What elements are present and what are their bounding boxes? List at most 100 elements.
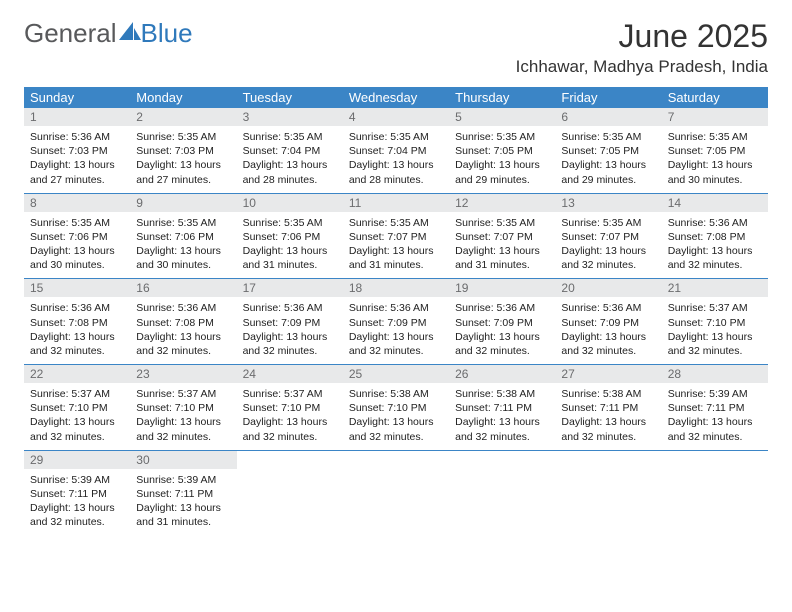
location: Ichhawar, Madhya Pradesh, India xyxy=(516,57,768,77)
day-body: Sunrise: 5:35 AMSunset: 7:04 PMDaylight:… xyxy=(237,126,343,193)
day-number: 12 xyxy=(449,194,555,212)
day-number: 26 xyxy=(449,365,555,383)
day-number: 4 xyxy=(343,108,449,126)
day-body: Sunrise: 5:36 AMSunset: 7:08 PMDaylight:… xyxy=(662,212,768,279)
title-block: June 2025 Ichhawar, Madhya Pradesh, Indi… xyxy=(516,18,768,77)
calendar-table: SundayMondayTuesdayWednesdayThursdayFrid… xyxy=(24,87,768,535)
day-number: 22 xyxy=(24,365,130,383)
day-body: Sunrise: 5:35 AMSunset: 7:06 PMDaylight:… xyxy=(130,212,236,279)
calendar-cell: .. xyxy=(555,450,661,535)
day-number: 19 xyxy=(449,279,555,297)
day-number: 6 xyxy=(555,108,661,126)
calendar-cell: 17Sunrise: 5:36 AMSunset: 7:09 PMDayligh… xyxy=(237,279,343,365)
calendar-cell: 29Sunrise: 5:39 AMSunset: 7:11 PMDayligh… xyxy=(24,450,130,535)
day-number: 23 xyxy=(130,365,236,383)
day-body: Sunrise: 5:39 AMSunset: 7:11 PMDaylight:… xyxy=(24,469,130,536)
calendar-cell: 13Sunrise: 5:35 AMSunset: 7:07 PMDayligh… xyxy=(555,193,661,279)
day-number: 1 xyxy=(24,108,130,126)
day-number: 3 xyxy=(237,108,343,126)
day-body: Sunrise: 5:35 AMSunset: 7:03 PMDaylight:… xyxy=(130,126,236,193)
day-header: Saturday xyxy=(662,87,768,108)
day-header: Friday xyxy=(555,87,661,108)
calendar-cell: 3Sunrise: 5:35 AMSunset: 7:04 PMDaylight… xyxy=(237,108,343,193)
calendar-cell: 24Sunrise: 5:37 AMSunset: 7:10 PMDayligh… xyxy=(237,365,343,451)
calendar-cell: 15Sunrise: 5:36 AMSunset: 7:08 PMDayligh… xyxy=(24,279,130,365)
day-number: 16 xyxy=(130,279,236,297)
day-body: Sunrise: 5:36 AMSunset: 7:08 PMDaylight:… xyxy=(130,297,236,364)
calendar-cell: 8Sunrise: 5:35 AMSunset: 7:06 PMDaylight… xyxy=(24,193,130,279)
day-body: Sunrise: 5:36 AMSunset: 7:09 PMDaylight:… xyxy=(555,297,661,364)
calendar-cell: 30Sunrise: 5:39 AMSunset: 7:11 PMDayligh… xyxy=(130,450,236,535)
day-number: 9 xyxy=(130,194,236,212)
calendar-cell: 14Sunrise: 5:36 AMSunset: 7:08 PMDayligh… xyxy=(662,193,768,279)
day-body: Sunrise: 5:35 AMSunset: 7:06 PMDaylight:… xyxy=(24,212,130,279)
logo-sail-icon xyxy=(119,18,141,49)
calendar-cell: 20Sunrise: 5:36 AMSunset: 7:09 PMDayligh… xyxy=(555,279,661,365)
day-body: Sunrise: 5:37 AMSunset: 7:10 PMDaylight:… xyxy=(130,383,236,450)
day-number: 28 xyxy=(662,365,768,383)
calendar-cell: 25Sunrise: 5:38 AMSunset: 7:10 PMDayligh… xyxy=(343,365,449,451)
day-body: Sunrise: 5:36 AMSunset: 7:09 PMDaylight:… xyxy=(343,297,449,364)
calendar-cell: 12Sunrise: 5:35 AMSunset: 7:07 PMDayligh… xyxy=(449,193,555,279)
day-header: Monday xyxy=(130,87,236,108)
calendar-cell: 9Sunrise: 5:35 AMSunset: 7:06 PMDaylight… xyxy=(130,193,236,279)
calendar-cell: 4Sunrise: 5:35 AMSunset: 7:04 PMDaylight… xyxy=(343,108,449,193)
day-body: Sunrise: 5:35 AMSunset: 7:07 PMDaylight:… xyxy=(343,212,449,279)
day-body: Sunrise: 5:38 AMSunset: 7:10 PMDaylight:… xyxy=(343,383,449,450)
calendar-head: SundayMondayTuesdayWednesdayThursdayFrid… xyxy=(24,87,768,108)
day-body: Sunrise: 5:36 AMSunset: 7:09 PMDaylight:… xyxy=(237,297,343,364)
logo-text-2: Blue xyxy=(141,18,193,49)
calendar-cell: 26Sunrise: 5:38 AMSunset: 7:11 PMDayligh… xyxy=(449,365,555,451)
calendar-cell: 23Sunrise: 5:37 AMSunset: 7:10 PMDayligh… xyxy=(130,365,236,451)
month-title: June 2025 xyxy=(516,18,768,55)
calendar-cell: 21Sunrise: 5:37 AMSunset: 7:10 PMDayligh… xyxy=(662,279,768,365)
day-body: Sunrise: 5:35 AMSunset: 7:07 PMDaylight:… xyxy=(555,212,661,279)
day-body: Sunrise: 5:35 AMSunset: 7:04 PMDaylight:… xyxy=(343,126,449,193)
calendar-cell: 22Sunrise: 5:37 AMSunset: 7:10 PMDayligh… xyxy=(24,365,130,451)
day-number: 25 xyxy=(343,365,449,383)
day-header: Thursday xyxy=(449,87,555,108)
day-number: 13 xyxy=(555,194,661,212)
day-number: 2 xyxy=(130,108,236,126)
logo: General Blue xyxy=(24,18,193,49)
day-body: Sunrise: 5:35 AMSunset: 7:06 PMDaylight:… xyxy=(237,212,343,279)
calendar-cell: 11Sunrise: 5:35 AMSunset: 7:07 PMDayligh… xyxy=(343,193,449,279)
day-number: 21 xyxy=(662,279,768,297)
day-number: 14 xyxy=(662,194,768,212)
calendar-cell: 1Sunrise: 5:36 AMSunset: 7:03 PMDaylight… xyxy=(24,108,130,193)
calendar-cell: 5Sunrise: 5:35 AMSunset: 7:05 PMDaylight… xyxy=(449,108,555,193)
calendar-week: 29Sunrise: 5:39 AMSunset: 7:11 PMDayligh… xyxy=(24,450,768,535)
calendar-body: 1Sunrise: 5:36 AMSunset: 7:03 PMDaylight… xyxy=(24,108,768,535)
day-body: Sunrise: 5:37 AMSunset: 7:10 PMDaylight:… xyxy=(662,297,768,364)
calendar-week: 1Sunrise: 5:36 AMSunset: 7:03 PMDaylight… xyxy=(24,108,768,193)
calendar-cell: .. xyxy=(343,450,449,535)
calendar-cell: 2Sunrise: 5:35 AMSunset: 7:03 PMDaylight… xyxy=(130,108,236,193)
calendar-cell: 28Sunrise: 5:39 AMSunset: 7:11 PMDayligh… xyxy=(662,365,768,451)
day-number: 7 xyxy=(662,108,768,126)
calendar-cell: 10Sunrise: 5:35 AMSunset: 7:06 PMDayligh… xyxy=(237,193,343,279)
day-number: 29 xyxy=(24,451,130,469)
day-body: Sunrise: 5:38 AMSunset: 7:11 PMDaylight:… xyxy=(449,383,555,450)
calendar-cell: .. xyxy=(237,450,343,535)
day-body: Sunrise: 5:35 AMSunset: 7:05 PMDaylight:… xyxy=(555,126,661,193)
calendar-cell: 18Sunrise: 5:36 AMSunset: 7:09 PMDayligh… xyxy=(343,279,449,365)
day-number: 17 xyxy=(237,279,343,297)
calendar-week: 8Sunrise: 5:35 AMSunset: 7:06 PMDaylight… xyxy=(24,193,768,279)
day-number: 27 xyxy=(555,365,661,383)
day-number: 11 xyxy=(343,194,449,212)
day-number: 24 xyxy=(237,365,343,383)
day-body: Sunrise: 5:36 AMSunset: 7:08 PMDaylight:… xyxy=(24,297,130,364)
logo-text-1: General xyxy=(24,18,117,49)
day-body: Sunrise: 5:39 AMSunset: 7:11 PMDaylight:… xyxy=(130,469,236,536)
day-body: Sunrise: 5:38 AMSunset: 7:11 PMDaylight:… xyxy=(555,383,661,450)
calendar-week: 15Sunrise: 5:36 AMSunset: 7:08 PMDayligh… xyxy=(24,279,768,365)
calendar-cell: 27Sunrise: 5:38 AMSunset: 7:11 PMDayligh… xyxy=(555,365,661,451)
day-body: Sunrise: 5:35 AMSunset: 7:05 PMDaylight:… xyxy=(449,126,555,193)
day-number: 5 xyxy=(449,108,555,126)
calendar-week: 22Sunrise: 5:37 AMSunset: 7:10 PMDayligh… xyxy=(24,365,768,451)
day-body: Sunrise: 5:39 AMSunset: 7:11 PMDaylight:… xyxy=(662,383,768,450)
day-body: Sunrise: 5:36 AMSunset: 7:09 PMDaylight:… xyxy=(449,297,555,364)
day-number: 10 xyxy=(237,194,343,212)
day-body: Sunrise: 5:35 AMSunset: 7:07 PMDaylight:… xyxy=(449,212,555,279)
day-header: Sunday xyxy=(24,87,130,108)
